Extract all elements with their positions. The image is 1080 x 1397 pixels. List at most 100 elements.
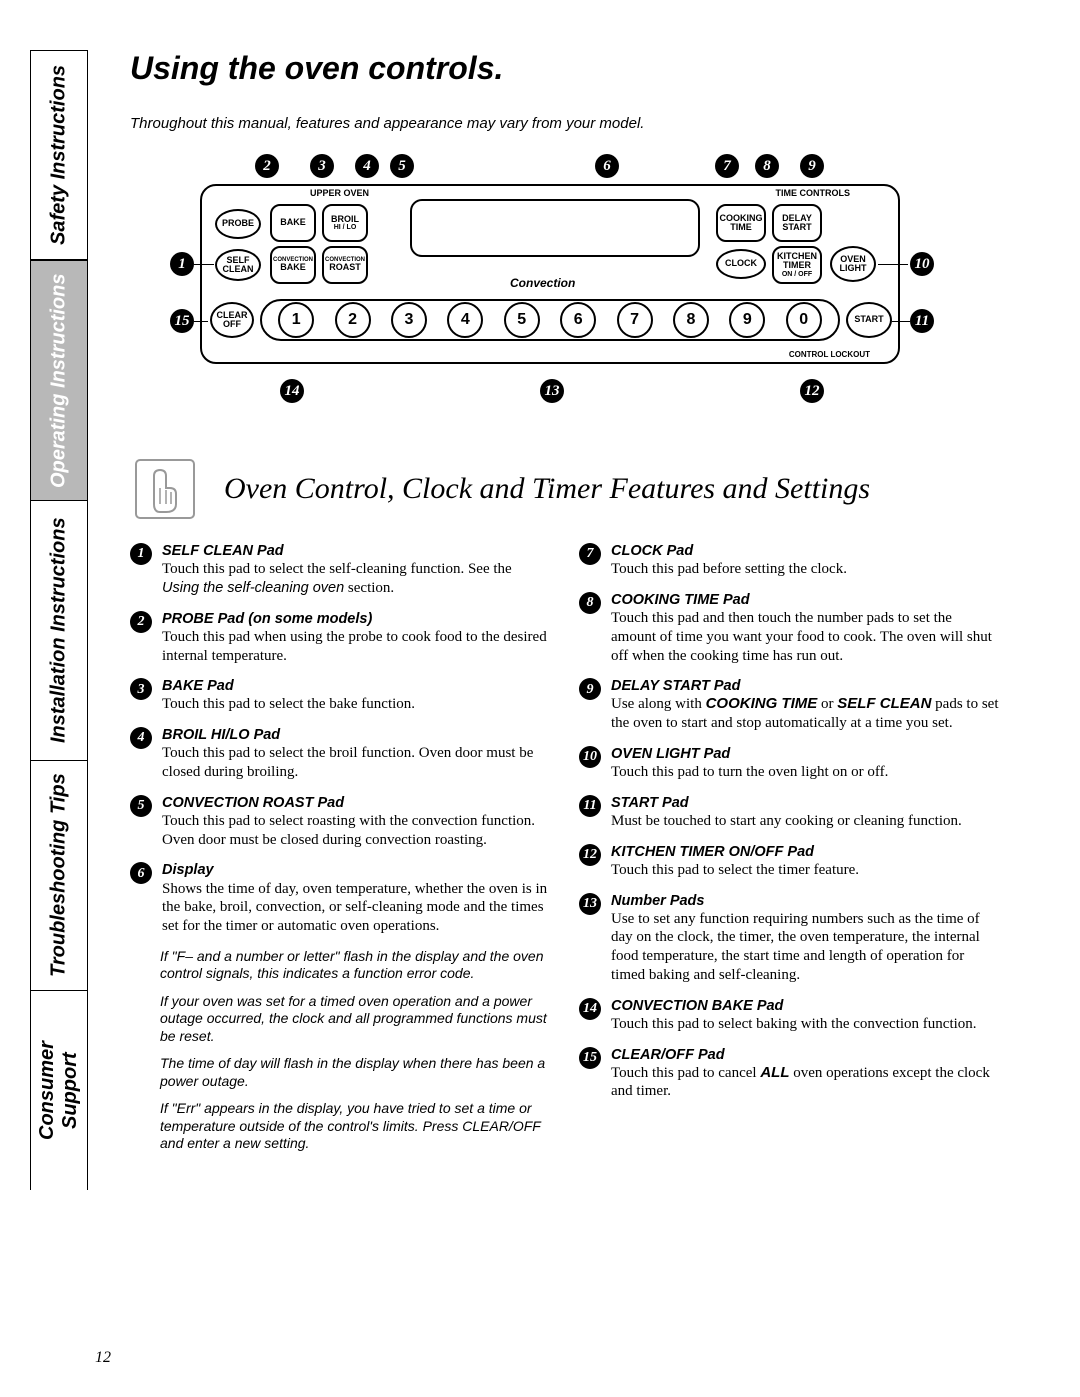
conv-roast-bot: ROAST: [329, 263, 361, 272]
item-bullet: 3: [130, 678, 152, 700]
item-text: Shows the time of day, oven temperature,…: [162, 880, 551, 936]
note-text: The time of day will flash in the displa…: [160, 1055, 551, 1090]
item-text: Touch this pad and then touch the number…: [611, 609, 1000, 665]
broil-pad: BROIL HI / LO: [322, 204, 368, 242]
item-title: CONVECTION BAKE Pad: [611, 997, 977, 1015]
callout-11: 11: [910, 309, 934, 333]
list-item: 4 BROIL HI/LO PadTouch this pad to select…: [130, 726, 551, 782]
item-body: COOKING TIME PadTouch this pad and then …: [611, 591, 1000, 665]
convection-bake-pad: CONVECTION BAKE: [270, 246, 316, 284]
numpad-2: 2: [335, 302, 371, 338]
leader: [194, 321, 208, 322]
item-text: Touch this pad to turn the oven light on…: [611, 763, 888, 782]
page-number: 12: [95, 1349, 111, 1367]
sidebar-tabs: Safety Instructions Operating Instructio…: [30, 50, 88, 1190]
item-bullet: 2: [130, 611, 152, 633]
callout-15: 15: [170, 309, 194, 333]
item-body: CLOCK PadTouch this pad before setting t…: [611, 542, 847, 579]
clean-label: CLEAN: [223, 265, 254, 274]
item-bullet: 4: [130, 727, 152, 749]
callout-8: 8: [755, 154, 779, 178]
time-label: TIME: [730, 223, 752, 232]
item-text: Touch this pad to cancel ALL oven operat…: [611, 1064, 1000, 1102]
item-bullet: 8: [579, 592, 601, 614]
item-body: START PadMust be touched to start any co…: [611, 794, 962, 831]
item-bullet: 10: [579, 746, 601, 768]
leader: [194, 264, 214, 265]
item-title: COOKING TIME Pad: [611, 591, 1000, 609]
item-text: Use along with COOKING TIME or SELF CLEA…: [611, 695, 1000, 733]
item-text: Touch this pad to select the broil funct…: [162, 744, 551, 782]
oven-light-pad: OVEN LIGHT: [830, 246, 876, 282]
callout-3: 3: [310, 154, 334, 178]
item-text: Use to set any function requiring number…: [611, 910, 1000, 985]
item-text: Touch this pad when using the probe to c…: [162, 628, 551, 666]
list-item: 14 CONVECTION BAKE PadTouch this pad to s…: [579, 997, 1000, 1034]
list-item: 10 OVEN LIGHT PadTouch this pad to turn t…: [579, 745, 1000, 782]
list-item: 15CLEAR/OFF PadTouch this pad to cancel …: [579, 1046, 1000, 1102]
item-body: BAKE PadTouch this pad to select the bak…: [162, 677, 415, 714]
conv-bake-bot: BAKE: [280, 263, 306, 272]
item-bullet: 11: [579, 795, 601, 817]
item-bullet: 9: [579, 678, 601, 700]
list-item: 8 COOKING TIME PadTouch this pad and then…: [579, 591, 1000, 665]
bake-pad: BAKE: [270, 204, 316, 242]
number-pad-row: 1 2 3 4 5 6 7 8 9 0: [260, 299, 840, 341]
item-bullet: 5: [130, 795, 152, 817]
item-body: DisplayShows the time of day, oven tempe…: [162, 861, 551, 935]
item-title: Display: [162, 861, 551, 879]
light-label: LIGHT: [840, 264, 867, 273]
list-item: 2 PROBE Pad (on some models)Touch this pa…: [130, 610, 551, 666]
list-item: 12KITCHEN TIMER ON/OFF PadTouch this pad…: [579, 843, 1000, 880]
tab-safety: Safety Instructions: [30, 50, 88, 260]
item-title: SELF CLEAN Pad: [162, 542, 551, 560]
item-text: Touch this pad before setting the clock.: [611, 560, 847, 579]
item-body: BROIL HI/LO PadTouch this pad to select …: [162, 726, 551, 782]
item-body: Number PadsUse to set any function requi…: [611, 892, 1000, 985]
item-body: PROBE Pad (on some models)Touch this pad…: [162, 610, 551, 666]
item-title: CLEAR/OFF Pad: [611, 1046, 1000, 1064]
intro-text: Throughout this manual, features and app…: [130, 115, 1000, 132]
oven-display: [410, 199, 700, 257]
timer-label: TIMER: [783, 261, 811, 270]
callout-5: 5: [390, 154, 414, 178]
item-bullet: 7: [579, 543, 601, 565]
numpad-0: 0: [786, 302, 822, 338]
clear-off-pad: CLEAR OFF: [210, 302, 254, 338]
tab-consumer: Consumer Support: [30, 990, 88, 1190]
numpad-4: 4: [447, 302, 483, 338]
control-lockout-label: CONTROL LOCKOUT: [789, 350, 870, 359]
callout-9: 9: [800, 154, 824, 178]
item-body: KITCHEN TIMER ON/OFF PadTouch this pad t…: [611, 843, 859, 880]
convection-label: Convection: [510, 276, 575, 290]
numpad-6: 6: [560, 302, 596, 338]
item-body: DELAY START PadUse along with COOKING TI…: [611, 677, 1000, 733]
broil-sub: HI / LO: [334, 224, 357, 231]
item-title: BROIL HI/LO Pad: [162, 726, 551, 744]
callout-2: 2: [255, 154, 279, 178]
list-item: 5CONVECTION ROAST PadTouch this pad to s…: [130, 794, 551, 850]
list-item: 9 DELAY START PadUse along with COOKING T…: [579, 677, 1000, 733]
page-title: Using the oven controls.: [130, 50, 1000, 87]
item-title: CONVECTION ROAST Pad: [162, 794, 551, 812]
list-item: 13Number PadsUse to set any function req…: [579, 892, 1000, 985]
convection-roast-pad: CONVECTION ROAST: [322, 246, 368, 284]
item-bullet: 14: [579, 998, 601, 1020]
numpad-9: 9: [729, 302, 765, 338]
list-item: 3 BAKE PadTouch this pad to select the ba…: [130, 677, 551, 714]
delay-start-label: START: [782, 223, 811, 232]
callout-10: 10: [910, 252, 934, 276]
item-text: Touch this pad to select baking with the…: [611, 1015, 977, 1034]
item-body: CLEAR/OFF PadTouch this pad to cancel AL…: [611, 1046, 1000, 1102]
numpad-8: 8: [673, 302, 709, 338]
list-item: 1SELF CLEAN PadTouch this pad to select …: [130, 542, 551, 598]
hand-pointing-icon: [130, 454, 200, 524]
item-title: PROBE Pad (on some models): [162, 610, 551, 628]
note-text: If your oven was set for a timed oven op…: [160, 993, 551, 1046]
time-controls-label: TIME CONTROLS: [776, 188, 851, 198]
item-title: CLOCK Pad: [611, 542, 847, 560]
cooking-time-pad: COOKING TIME: [716, 204, 766, 242]
item-text: Touch this pad to select the bake functi…: [162, 695, 415, 714]
item-title: OVEN LIGHT Pad: [611, 745, 888, 763]
tab-troubleshoot: Troubleshooting Tips: [30, 760, 88, 990]
